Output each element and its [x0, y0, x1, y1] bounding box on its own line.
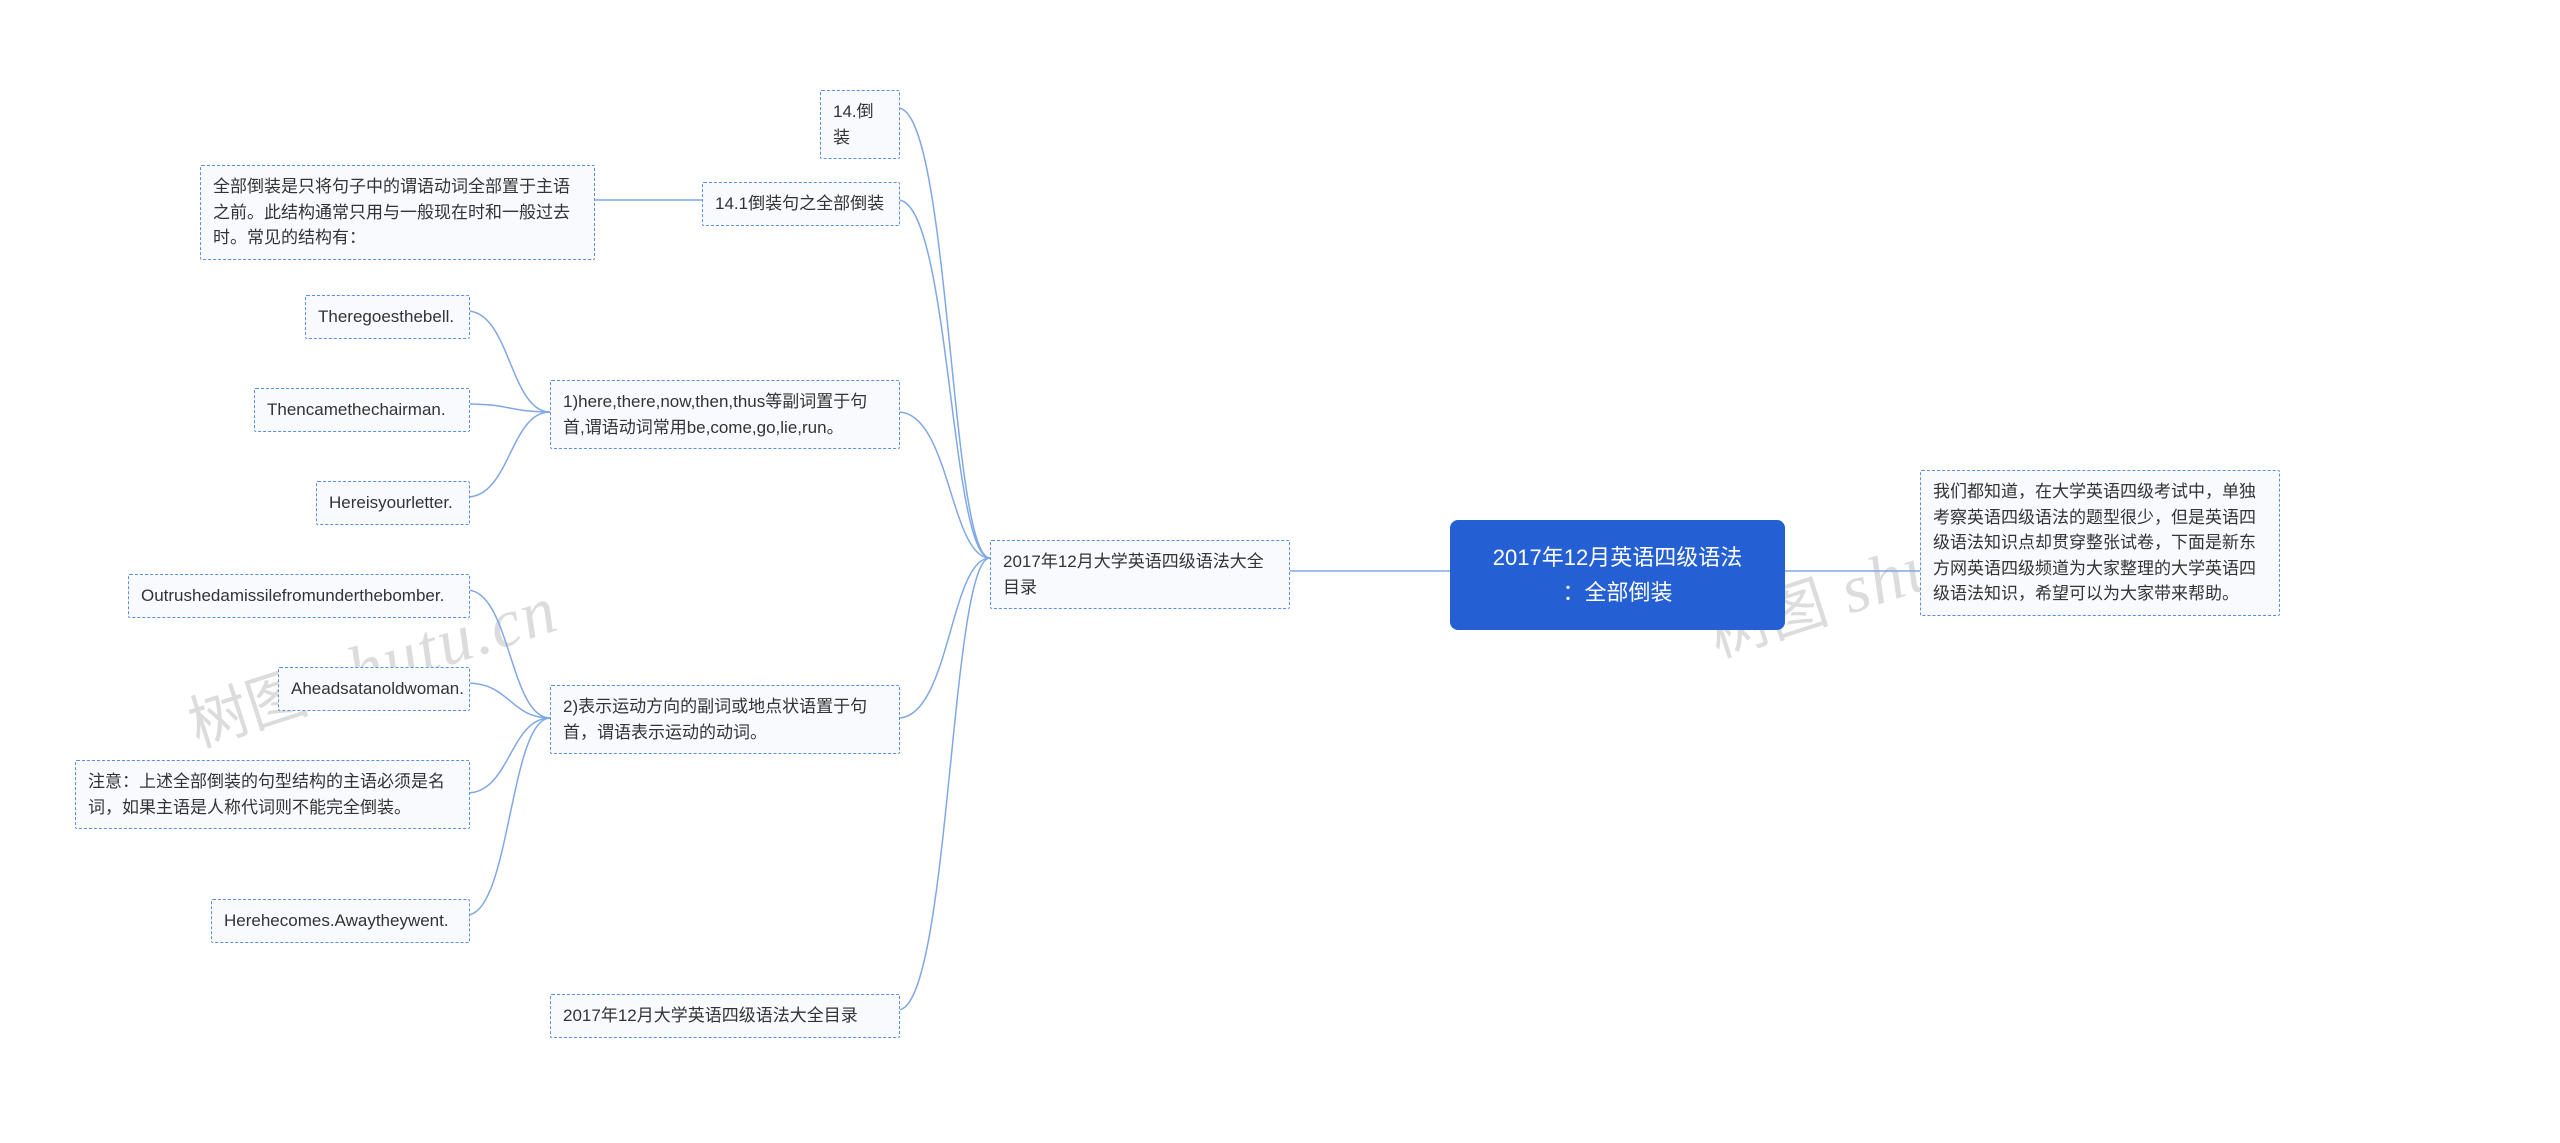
node-rule2[interactable]: 2)表示运动方向的副词或地点状语置于句首，谓语表示运动的动词。	[550, 685, 900, 754]
node-catalog2[interactable]: 2017年12月大学英语四级语法大全目录	[550, 994, 900, 1038]
intro-text: 我们都知道，在大学英语四级考试中，单独考察英语四级语法的题型很少，但是英语四级语…	[1933, 482, 2256, 603]
node-rule1-text: 1)here,there,now,then,thus等副词置于句首,谓语动词常用…	[563, 392, 867, 437]
node-rule1-ex2-text: Thencamethechairman.	[267, 400, 446, 419]
node-rule1-ex3[interactable]: Hereisyourletter.	[316, 481, 470, 525]
node-14-1-def-text: 全部倒装是只将句子中的谓语动词全部置于主语之前。此结构通常只用与一般现在时和一般…	[213, 177, 570, 247]
node-14-1-def[interactable]: 全部倒装是只将句子中的谓语动词全部置于主语之前。此结构通常只用与一般现在时和一般…	[200, 165, 595, 260]
node-rule2-ex2-text: Aheadsatanoldwoman.	[291, 679, 464, 698]
node-rule2-ex3[interactable]: Herehecomes.Awaytheywent.	[211, 899, 470, 943]
node-catalog2-text: 2017年12月大学英语四级语法大全目录	[563, 1006, 858, 1025]
node-14[interactable]: 14.倒装	[820, 90, 900, 159]
node-rule1-ex2[interactable]: Thencamethechairman.	[254, 388, 470, 432]
root-node[interactable]: 2017年12月英语四级语法 ：全部倒装	[1450, 520, 1785, 630]
node-rule1-ex1[interactable]: Theregoesthebell.	[305, 295, 470, 339]
node-rule1-ex1-text: Theregoesthebell.	[318, 307, 454, 326]
node-14-1-text: 14.1倒装句之全部倒装	[715, 194, 884, 213]
catalog-text: 2017年12月大学英语四级语法大全目录	[1003, 552, 1264, 597]
catalog-node[interactable]: 2017年12月大学英语四级语法大全目录	[990, 540, 1290, 609]
node-rule2-note-text: 注意：上述全部倒装的句型结构的主语必须是名词，如果主语是人称代词则不能完全倒装。	[88, 772, 445, 817]
root-title-line1: 2017年12月英语四级语法	[1493, 545, 1742, 570]
node-14-1[interactable]: 14.1倒装句之全部倒装	[702, 182, 900, 226]
node-rule2-note[interactable]: 注意：上述全部倒装的句型结构的主语必须是名词，如果主语是人称代词则不能完全倒装。	[75, 760, 470, 829]
node-rule2-ex3-text: Herehecomes.Awaytheywent.	[224, 911, 449, 930]
node-rule2-ex1[interactable]: Outrushedamissilefromunderthebomber.	[128, 574, 470, 618]
node-rule2-ex1-text: Outrushedamissilefromunderthebomber.	[141, 586, 444, 605]
node-rule1[interactable]: 1)here,there,now,then,thus等副词置于句首,谓语动词常用…	[550, 380, 900, 449]
node-rule2-text: 2)表示运动方向的副词或地点状语置于句首，谓语表示运动的动词。	[563, 697, 867, 742]
node-14-text: 14.倒装	[833, 102, 874, 147]
intro-node[interactable]: 我们都知道，在大学英语四级考试中，单独考察英语四级语法的题型很少，但是英语四级语…	[1920, 470, 2280, 616]
node-rule1-ex3-text: Hereisyourletter.	[329, 493, 453, 512]
root-title-line2: ：全部倒装	[1562, 580, 1672, 605]
node-rule2-ex2[interactable]: Aheadsatanoldwoman.	[278, 667, 470, 711]
